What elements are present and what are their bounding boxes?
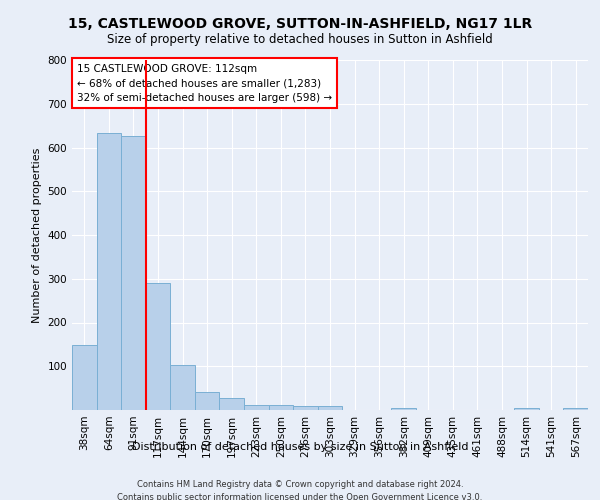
Bar [391,408,416,410]
Bar [269,405,293,410]
Bar [195,392,220,410]
Text: Distribution of detached houses by size in Sutton in Ashfield: Distribution of detached houses by size … [132,442,468,452]
Bar [170,364,195,410]
Bar [293,406,318,410]
Text: Contains public sector information licensed under the Open Government Licence v3: Contains public sector information licen… [118,492,482,500]
Bar [97,132,121,410]
Bar [244,405,269,410]
Text: 15, CASTLEWOOD GROVE, SUTTON-IN-ASHFIELD, NG17 1LR: 15, CASTLEWOOD GROVE, SUTTON-IN-ASHFIELD… [68,18,532,32]
Bar [220,398,244,410]
Bar [146,283,170,410]
Text: 15 CASTLEWOOD GROVE: 112sqm
← 68% of detached houses are smaller (1,283)
32% of : 15 CASTLEWOOD GROVE: 112sqm ← 68% of det… [77,64,332,103]
Text: Size of property relative to detached houses in Sutton in Ashfield: Size of property relative to detached ho… [107,32,493,46]
Bar [514,408,539,410]
Bar [563,408,588,410]
Text: Contains HM Land Registry data © Crown copyright and database right 2024.: Contains HM Land Registry data © Crown c… [137,480,463,489]
Bar [318,406,342,410]
Bar [121,136,146,410]
Bar [72,345,97,410]
Y-axis label: Number of detached properties: Number of detached properties [32,148,42,322]
